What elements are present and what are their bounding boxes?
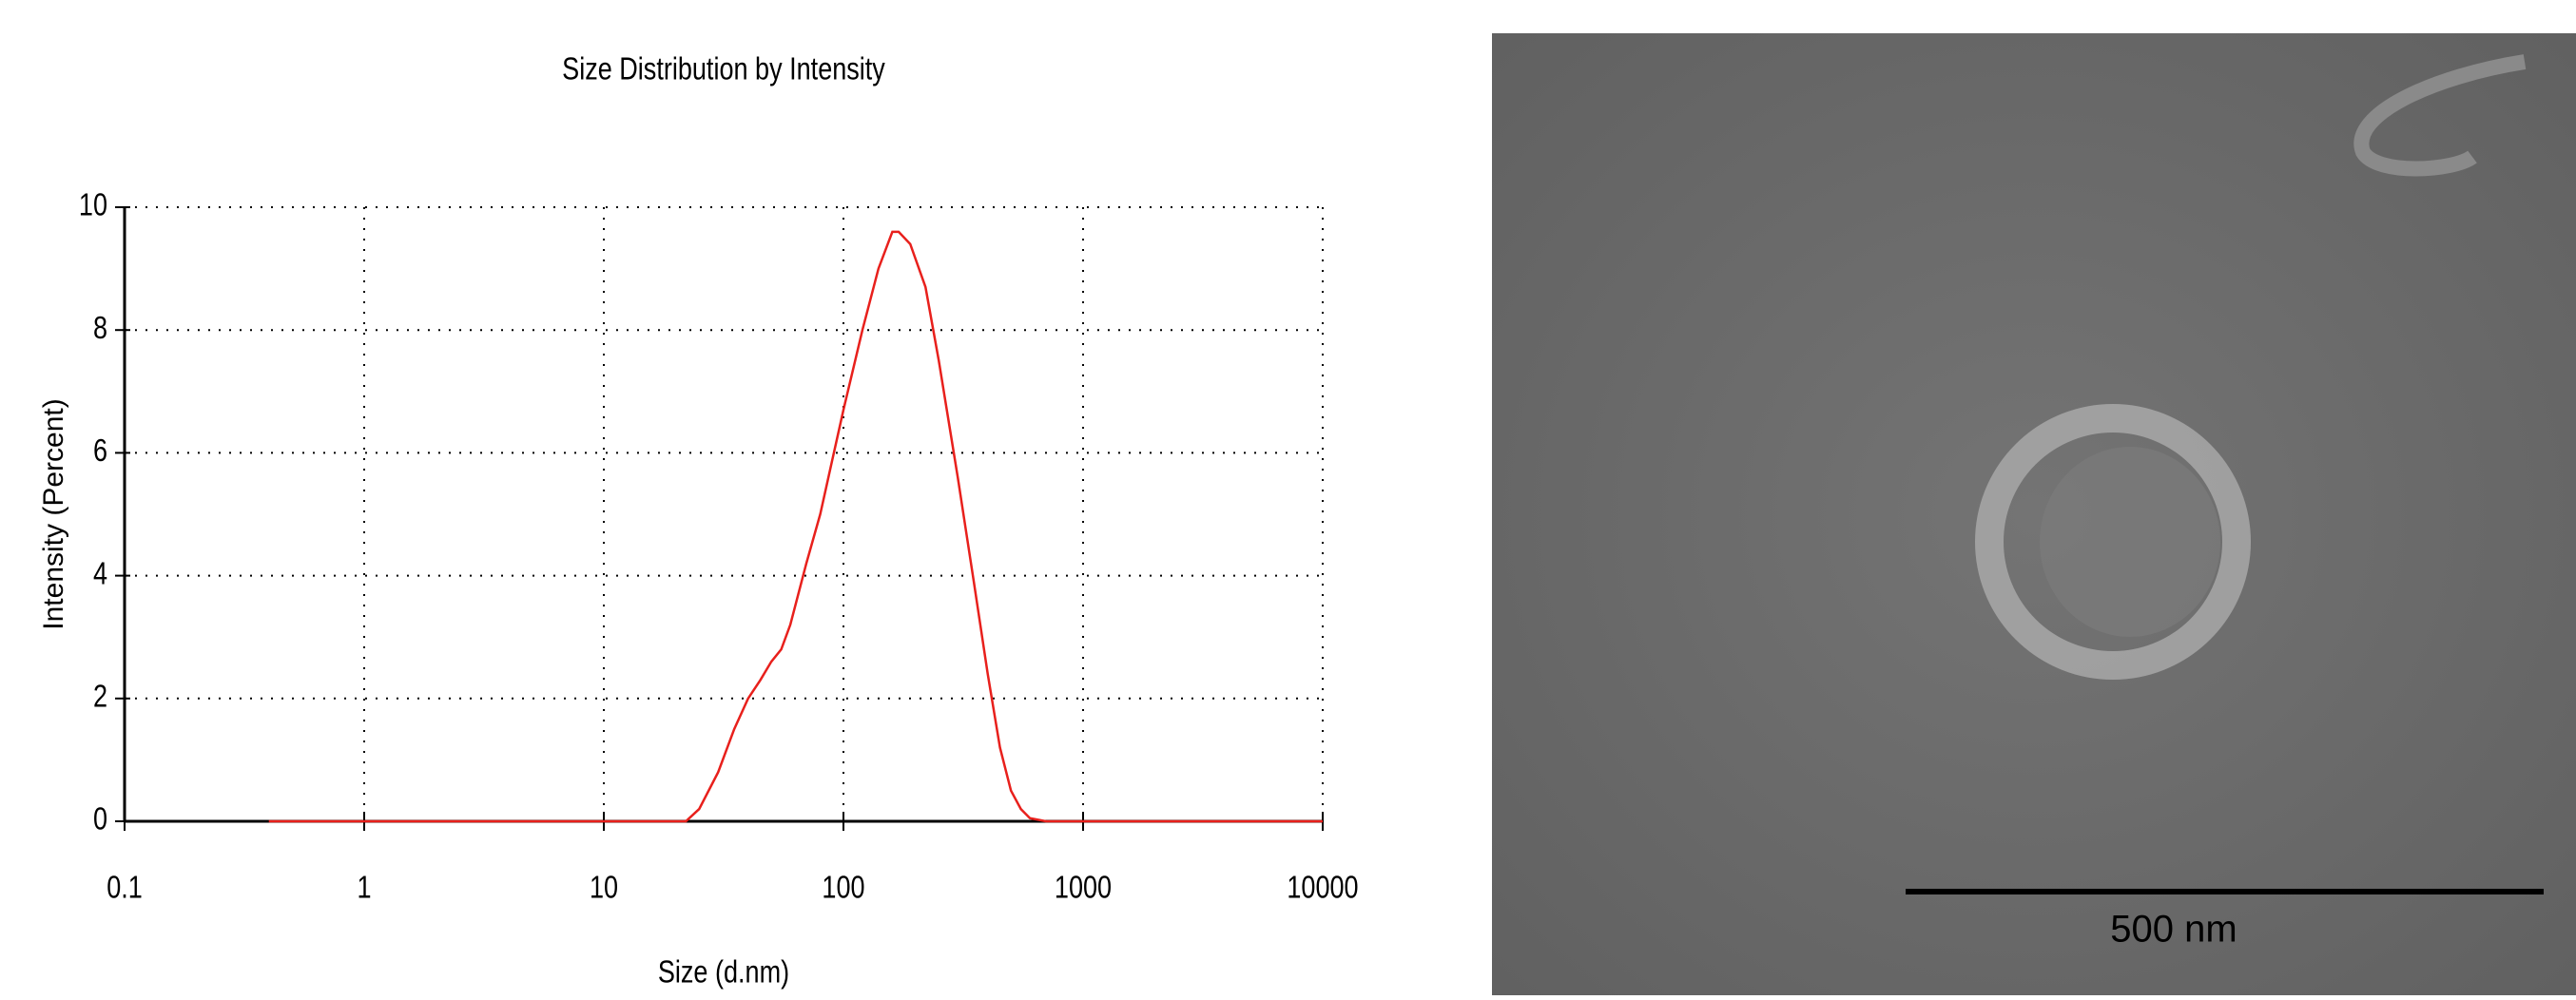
- tem-image: 500 nm: [1492, 33, 2576, 995]
- y-tick-label: 0: [93, 802, 107, 837]
- vesicle-core: [2040, 447, 2220, 637]
- y-tick-label: 6: [93, 434, 107, 469]
- x-tick-label: 10000: [1287, 871, 1358, 905]
- x-axis-label: Size (d.nm): [658, 955, 789, 990]
- x-tick-label: 0.1: [107, 871, 143, 905]
- page: Size Distribution by Intensity Size (d.n…: [0, 0, 2576, 995]
- y-tick-label: 2: [93, 680, 107, 714]
- x-tick-label: 100: [822, 871, 864, 905]
- chart-title: Size Distribution by Intensity: [562, 52, 886, 87]
- x-tick-label: 1000: [1055, 871, 1112, 905]
- y-axis-label: Intensity (Percent): [38, 398, 69, 629]
- scale-bar-label: 500 nm: [2110, 909, 2237, 951]
- series-line: [269, 232, 1323, 821]
- figure: Size Distribution by Intensity Size (d.n…: [0, 0, 2576, 995]
- x-tick-label: 1: [357, 871, 371, 905]
- y-tick-label: 8: [93, 311, 107, 345]
- y-tick-label: 4: [93, 557, 107, 591]
- x-tick-label: 10: [590, 871, 618, 905]
- y-tick-label: 10: [79, 188, 107, 222]
- micrograph: [1492, 33, 2576, 995]
